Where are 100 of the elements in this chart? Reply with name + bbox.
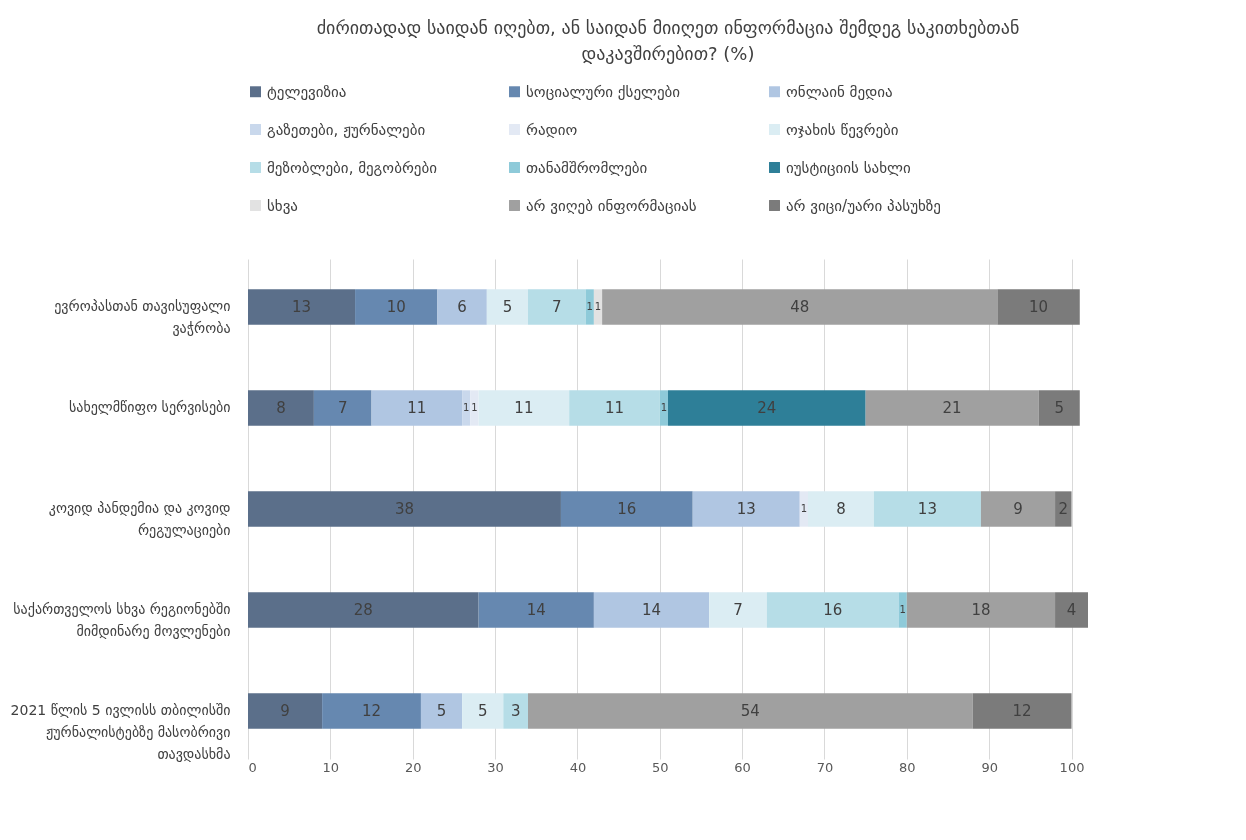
x-tick-label: 80 (899, 759, 916, 775)
bar (1038, 390, 1080, 426)
x-tick-label: 40 (569, 759, 587, 775)
chart-title: ძირითადად საიდან იღებთ, ან საიდან მიიღეთ ინფორმაცია შემდეგ საკითხებთან დაკავშირებით? (%) (316, 17, 1020, 64)
x-tick-label: 60 (734, 759, 751, 775)
data-label: 5 (436, 702, 447, 721)
bar (766, 592, 899, 628)
data-label: 13 (291, 297, 312, 316)
data-label: 18 (971, 601, 991, 620)
legend-label: ონლაინ მედია (786, 82, 893, 101)
x-tick-label: 20 (404, 759, 422, 775)
data-label: 1 (800, 503, 808, 514)
data-label: 5 (477, 702, 488, 721)
bar (248, 491, 561, 527)
bar (692, 491, 800, 527)
bar (420, 693, 463, 729)
data-label: 7 (337, 398, 348, 417)
x-tick-label: 50 (651, 759, 669, 775)
bar (873, 491, 981, 527)
data-label: 10 (1029, 297, 1049, 316)
bar (560, 491, 693, 527)
data-label: 12 (361, 702, 382, 721)
data-label: 8 (276, 398, 286, 417)
data-label: 1 (586, 300, 593, 312)
data-label: 7 (733, 601, 743, 620)
bar (462, 693, 504, 729)
bar (602, 289, 998, 325)
data-label: 5 (502, 297, 513, 316)
data-label: 16 (617, 500, 637, 518)
data-label: 3 (510, 702, 521, 721)
bar (528, 693, 973, 729)
bar (997, 289, 1080, 325)
bar (593, 592, 710, 628)
legend-label: რადიო (526, 120, 578, 139)
data-label: 8 (836, 500, 846, 518)
data-label: 7 (552, 297, 562, 316)
legend-label: მეზობლები, მეგობრები (267, 158, 438, 177)
x-tick-label: 90 (981, 759, 998, 775)
bar (248, 592, 479, 628)
data-label: 2 (1058, 500, 1069, 518)
bar (248, 390, 314, 426)
bar (569, 390, 660, 426)
data-label: 54 (740, 702, 760, 721)
data-label: 16 (823, 601, 843, 620)
data-label: 28 (353, 601, 373, 620)
data-label: 1 (899, 604, 906, 616)
data-label: 1 (471, 401, 478, 413)
data-label: 1 (594, 300, 602, 312)
y-tick-label: ევროპასთან თავისუფალი ვაჭრობა (54, 297, 231, 336)
data-label: 21 (942, 398, 962, 417)
data-label: 24 (757, 398, 777, 417)
data-label: 4 (1066, 601, 1077, 620)
bar (248, 289, 356, 325)
x-tick-label: 0 (248, 759, 257, 775)
bar (906, 592, 1056, 628)
bar (898, 592, 907, 628)
legend-label: ტელევიზია (267, 82, 347, 101)
data-label: 38 (394, 500, 415, 518)
x-tick-label: 70 (816, 759, 834, 775)
bar (1055, 491, 1072, 527)
bar (313, 390, 372, 426)
legend-label: ოჯახის წევრები (786, 120, 899, 139)
legend-label: თანამშრომლები (526, 158, 648, 177)
bar (668, 390, 866, 426)
bar (371, 390, 463, 426)
data-label: 12 (1012, 702, 1032, 721)
legend-label: არ ვიცი/უარი პასუხზე (786, 196, 941, 215)
data-label: 11 (604, 398, 625, 417)
data-label: 13 (736, 500, 756, 518)
data-label: 1 (463, 401, 470, 413)
data-label: 6 (457, 297, 467, 316)
x-tick-label: 100 (1059, 759, 1085, 775)
bar (980, 491, 1056, 527)
data-label: 1 (660, 401, 668, 413)
bar (585, 289, 594, 325)
bar (322, 693, 421, 729)
data-label: 10 (386, 297, 406, 316)
data-label: 11 (407, 398, 427, 417)
x-tick-label: 10 (322, 759, 340, 775)
data-label: 14 (641, 601, 662, 620)
y-tick-label: საქართველოს სხვა რეგიონებში მიმდინარე მოვლენები (13, 601, 231, 640)
data-label: 48 (790, 297, 810, 316)
bar (865, 390, 1039, 426)
legend-label: სხვა (267, 196, 298, 215)
y-tick-label: 2021 წლის 5 ივლისს თბილისში ჟურნალისტებზე მასობრივი თავდასხმა (10, 702, 231, 763)
bar (503, 693, 528, 729)
bar (709, 592, 767, 628)
bar (659, 390, 668, 426)
bar (1055, 592, 1088, 628)
legend-label: არ ვიღებ ინფორმაციას (526, 196, 697, 215)
bar (972, 693, 1072, 729)
data-label: 9 (1013, 500, 1023, 518)
x-tick-label: 30 (487, 759, 504, 775)
data-label: 11 (514, 398, 534, 417)
y-tick-label: კოვიდ პანდემია და კოვიდ რეგულაციები (48, 500, 231, 538)
bar (528, 289, 586, 325)
bar (437, 289, 487, 325)
data-label: 5 (1054, 398, 1064, 417)
bar (462, 390, 471, 426)
bar (593, 289, 603, 325)
